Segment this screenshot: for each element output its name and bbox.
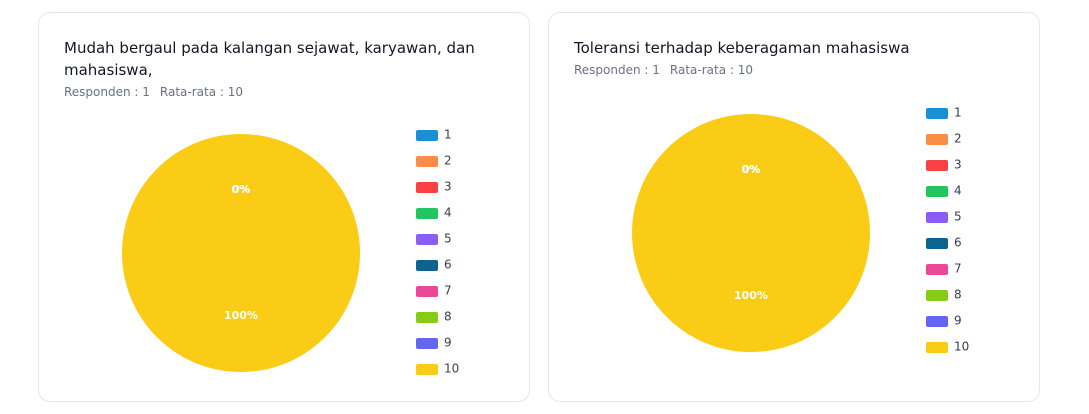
legend-swatch <box>926 264 948 275</box>
chart-subtitle: Responden : 1 Rata-rata : 10 <box>574 63 763 77</box>
data-label: 0% <box>742 163 761 176</box>
chart-card: Toleransi terhadap keberagaman mahasiswa… <box>548 12 1040 402</box>
legend-swatch <box>416 234 438 245</box>
legend-label: 10 <box>954 340 969 354</box>
legend-label: 6 <box>444 258 452 272</box>
pie-slice <box>632 114 870 352</box>
legend-label: 4 <box>954 184 962 198</box>
legend-swatch <box>926 186 948 197</box>
respondents: Responden : 1 <box>64 85 150 99</box>
legend-swatch <box>416 260 438 271</box>
legend-swatch <box>926 316 948 327</box>
chart-title: Toleransi terhadap keberagaman mahasiswa <box>574 39 910 57</box>
legend-swatch <box>416 156 438 167</box>
legend-label: 8 <box>954 288 962 302</box>
data-label: 0% <box>232 183 251 196</box>
legend-label: 2 <box>444 154 452 168</box>
legend-swatch <box>416 338 438 349</box>
data-label: 0% <box>232 183 251 196</box>
chart-card: Mudah bergaul pada kalangan sejawat, kar… <box>38 12 530 402</box>
data-label: 0% <box>742 163 761 176</box>
legend-label: 8 <box>444 310 452 324</box>
legend-label: 6 <box>954 236 962 250</box>
data-label: 0% <box>742 163 761 176</box>
data-label: 0% <box>232 183 251 196</box>
data-label: 0% <box>232 183 251 196</box>
average: Rata-rata : 10 <box>669 63 754 77</box>
legend-swatch <box>926 212 948 223</box>
legend-swatch <box>416 312 438 323</box>
data-label: 0% <box>742 163 761 176</box>
legend-swatch <box>416 130 438 141</box>
legend-label: 1 <box>954 106 962 120</box>
data-label: 0% <box>232 183 251 196</box>
chart-title: Mudah bergaul pada kalangan sejawat, kar… <box>64 39 475 79</box>
data-label: 0% <box>742 163 761 176</box>
legend-label: 5 <box>444 232 452 246</box>
legend-swatch <box>416 182 438 193</box>
data-label: 100% <box>734 289 768 302</box>
legend-label: 7 <box>954 262 962 276</box>
legend-label: 10 <box>444 362 459 376</box>
legend-swatch <box>926 342 948 353</box>
data-label: 0% <box>232 183 251 196</box>
legend-label: 4 <box>444 206 452 220</box>
legend-label: 9 <box>954 314 962 328</box>
data-label: 0% <box>742 163 761 176</box>
legend-label: 7 <box>444 284 452 298</box>
legend-label: 5 <box>954 210 962 224</box>
chart-subtitle: Responden : 1 Rata-rata : 10 <box>64 85 253 99</box>
respondents: Responden : 1 <box>574 63 660 77</box>
data-label: 0% <box>742 163 761 176</box>
legend-swatch <box>926 108 948 119</box>
data-label: 0% <box>742 163 761 176</box>
pie-slice <box>122 134 360 372</box>
data-label: 100% <box>224 309 258 322</box>
legend-label: 9 <box>444 336 452 350</box>
legend-label: 3 <box>954 158 962 172</box>
legend-swatch <box>926 290 948 301</box>
legend-swatch <box>926 160 948 171</box>
legend-swatch <box>416 286 438 297</box>
legend-swatch <box>926 238 948 249</box>
data-label: 0% <box>232 183 251 196</box>
legend-swatch <box>416 208 438 219</box>
legend-label: 3 <box>444 180 452 194</box>
data-label: 0% <box>232 183 251 196</box>
legend-swatch <box>416 364 438 375</box>
legend-label: 1 <box>444 128 452 142</box>
legend-swatch <box>926 134 948 145</box>
legend-label: 2 <box>954 132 962 146</box>
data-label: 0% <box>742 163 761 176</box>
data-label: 0% <box>232 183 251 196</box>
average: Rata-rata : 10 <box>159 85 244 99</box>
